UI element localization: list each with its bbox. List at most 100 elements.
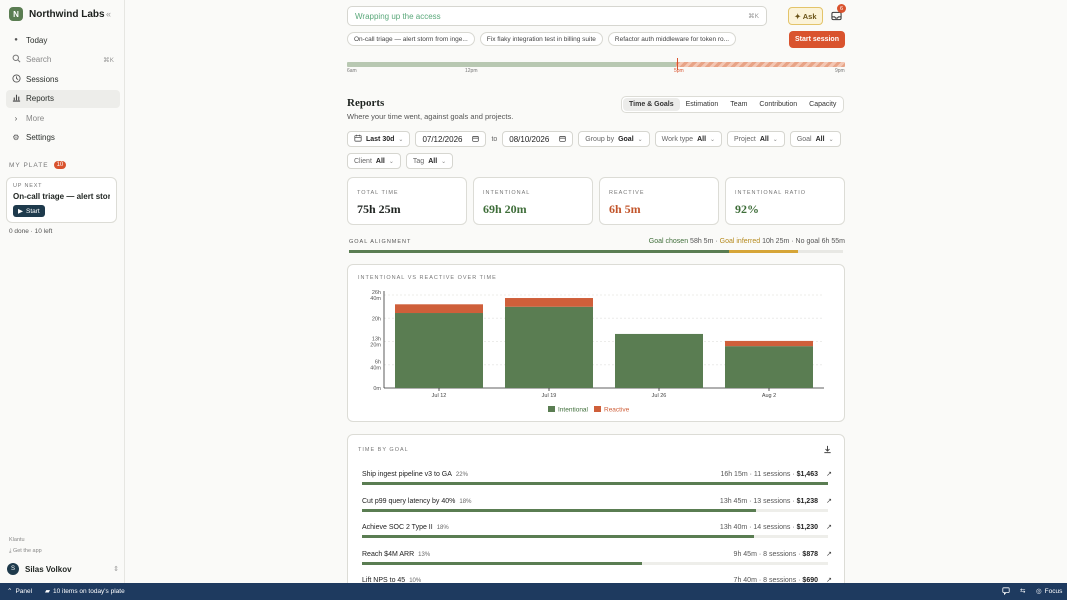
- y-tick-label: 13h 20m: [370, 337, 381, 349]
- goal-row[interactable]: Cut p99 query latency by 40% 18% 13h 45m ·…: [362, 498, 832, 520]
- ask-button[interactable]: ✦ Ask: [788, 7, 823, 25]
- date-to-input[interactable]: 08/10/2026: [502, 131, 574, 147]
- ga-chosen-value: 58h 5m: [690, 238, 714, 245]
- start-task-button[interactable]: ▶ Start: [13, 205, 45, 217]
- suggestion-chip[interactable]: Refactor auth middleware for token ro...: [607, 32, 737, 46]
- clock-icon: [11, 73, 21, 85]
- chevron-down-icon: ⌄: [637, 136, 643, 143]
- tab-time-goals[interactable]: Time & Goals: [623, 98, 680, 111]
- group-by-select[interactable]: Group by Goal ⌄: [578, 131, 650, 147]
- suggestion-chip[interactable]: On-call triage — alert storm from inge..…: [347, 32, 475, 46]
- goal-meta: 9h 45m · 8 sessions · $878: [734, 551, 818, 558]
- start-task-label: Start: [26, 207, 40, 215]
- goal-stats: 13h 40m · 14 sessions ·: [719, 524, 795, 531]
- inbox-icon[interactable]: [828, 8, 844, 24]
- tag-select[interactable]: Tag All ⌄: [405, 153, 454, 169]
- date-from-value: 07/12/2026: [422, 134, 463, 144]
- client-label: Client: [354, 157, 372, 165]
- get-app-link[interactable]: ⤓ Get the app: [9, 548, 42, 555]
- download-icon[interactable]: [823, 445, 832, 456]
- goal-label: Goal: [796, 135, 812, 143]
- chevron-down-icon: ⌄: [828, 136, 834, 143]
- kpi-label: TOTAL TIME: [357, 190, 399, 196]
- sidebar-item-sessions[interactable]: Sessions: [6, 70, 120, 88]
- work-type-label: Work type: [661, 135, 694, 143]
- client-select[interactable]: Client All ⌄: [347, 153, 401, 169]
- goal-row[interactable]: Achieve SOC 2 Type II 18% 13h 40m · 14 ses…: [362, 524, 832, 546]
- work-type-select[interactable]: Work type All ⌄: [654, 131, 723, 147]
- play-icon: ▶: [18, 208, 23, 215]
- goal-title: Ship ingest pipeline v3 to GA: [362, 471, 452, 478]
- goal-name: Cut p99 query latency by 40% 18%: [362, 498, 471, 505]
- suggestion-chip[interactable]: Fix flaky integration test in billing su…: [479, 32, 603, 46]
- date-from-input[interactable]: 07/12/2026: [415, 131, 487, 147]
- ask-label: Ask: [802, 11, 817, 21]
- calendar-icon: [472, 135, 480, 144]
- timeline-label: 12pm: [465, 68, 478, 74]
- tab-capacity[interactable]: Capacity: [809, 101, 837, 108]
- panel-toggle[interactable]: ⌃ Panel: [7, 587, 32, 596]
- goal-row[interactable]: Ship ingest pipeline v3 to GA 22% 16h 15m …: [362, 471, 832, 493]
- range-value: Last 30d: [366, 135, 395, 143]
- open-arrow-icon[interactable]: ↗: [826, 550, 832, 558]
- bottom-status-bar: ⌃ Panel ▰ 10 items on today's plate ⇆ ◎ …: [0, 583, 1067, 600]
- collapse-sidebar-icon[interactable]: «: [106, 9, 112, 19]
- kpi-value: 75h 25m: [357, 202, 401, 216]
- kpi-value: 92%: [735, 202, 759, 216]
- kpi-value: 6h 5m: [609, 202, 641, 216]
- goal-row[interactable]: Reach $4M ARR 13% 9h 45m · 8 sessions · $8…: [362, 551, 832, 573]
- goal-cost: $1,238: [796, 497, 818, 505]
- gear-icon: ⚙: [12, 133, 20, 142]
- goal-stats: 16h 15m · 11 sessions ·: [720, 471, 795, 478]
- goal-title: Lift NPS to 45: [362, 577, 406, 583]
- goal-name: Lift NPS to 45 10%: [362, 577, 421, 583]
- goal-row[interactable]: Lift NPS to 45 10% 7h 40m · 8 sessions · $…: [362, 577, 832, 583]
- brand-name: Northwind Labs: [29, 8, 105, 20]
- sidebar-item-search[interactable]: Search ⌘K: [6, 51, 120, 69]
- kpi-label: REACTIVE: [609, 190, 645, 196]
- time-by-goal-title: TIME BY GOAL: [358, 447, 409, 453]
- sidebar: N Northwind Labs « ● Today Search ⌘K Ses…: [0, 0, 125, 583]
- kpi-intentional: INTENTIONAL 69h 20m: [473, 177, 593, 225]
- tab-team[interactable]: Team: [730, 101, 748, 108]
- goal-select[interactable]: Goal All ⌄: [789, 131, 841, 147]
- bar-intentional: [725, 346, 813, 388]
- chevron-down-icon: ⌄: [388, 158, 394, 165]
- plate-count-badge: 10: [53, 161, 67, 169]
- search-bar[interactable]: ⌘K: [347, 6, 767, 26]
- start-session-button[interactable]: Start session: [789, 31, 845, 48]
- up-next-card[interactable]: UP NEXT On-call triage — alert storm fro…: [6, 177, 117, 223]
- legend-label: Intentional: [558, 407, 589, 414]
- sidebar-item-reports[interactable]: Reports: [6, 89, 120, 108]
- tab-contribution[interactable]: Contribution: [759, 101, 798, 108]
- goal-title: Reach $4M ARR: [362, 550, 415, 558]
- focus-toggle[interactable]: ◎ Focus: [1036, 587, 1062, 596]
- open-arrow-icon[interactable]: ↗: [826, 577, 832, 583]
- focus-icon: ◎: [1036, 588, 1042, 595]
- sidebar-item-more[interactable]: › More: [6, 109, 120, 127]
- brand[interactable]: N Northwind Labs: [9, 7, 105, 21]
- y-tick-label: 20h: [372, 316, 381, 322]
- open-arrow-icon[interactable]: ↗: [826, 497, 832, 505]
- day-timeline[interactable]: [347, 62, 845, 67]
- plate-status[interactable]: ▰ 10 items on today's plate: [45, 587, 125, 596]
- project-select[interactable]: Project All ⌄: [727, 131, 785, 147]
- tag-value: All: [428, 157, 438, 165]
- search-input[interactable]: [355, 11, 749, 21]
- open-arrow-icon[interactable]: ↗: [826, 524, 832, 531]
- ga-inferred-label: Goal inferred: [719, 238, 761, 245]
- swap-icon[interactable]: ⇆: [1020, 588, 1026, 595]
- range-select[interactable]: Last 30d ⌄: [347, 131, 411, 147]
- goal-meta: 13h 40m · 14 sessions · $1,230: [720, 524, 818, 531]
- intentional-reactive-chart: INTENTIONAL VS REACTIVE OVER TIME 0m 6h 40…: [347, 264, 845, 422]
- sidebar-item-today[interactable]: ● Today: [6, 31, 120, 49]
- timeline-label: 6am: [347, 68, 357, 74]
- chat-icon[interactable]: [1002, 587, 1010, 595]
- legend-swatch: [548, 406, 555, 412]
- filter-bar: Last 30d ⌄ 07/12/2026 to 08/10/2026 Grou…: [347, 131, 845, 169]
- sidebar-item-settings[interactable]: ⚙ Settings: [6, 129, 120, 147]
- open-arrow-icon[interactable]: ↗: [826, 471, 832, 478]
- tab-estimation[interactable]: Estimation: [685, 101, 719, 108]
- page-title: Reports: [347, 97, 385, 109]
- user-menu[interactable]: S Silas Volkov ⇕: [7, 563, 119, 575]
